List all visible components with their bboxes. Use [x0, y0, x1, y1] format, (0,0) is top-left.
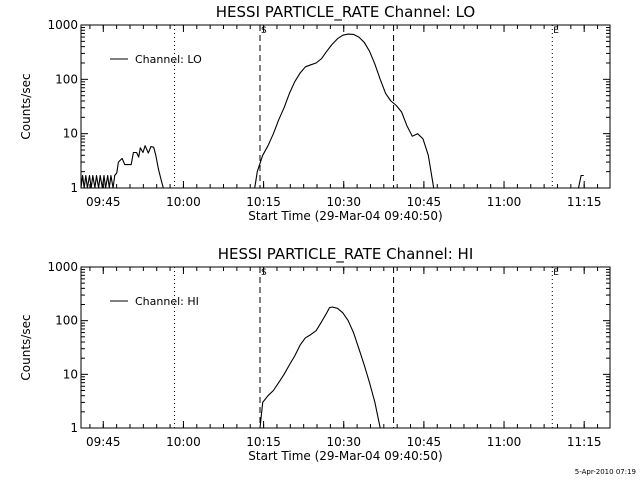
legend-entry: Channel: LO	[135, 53, 202, 66]
y-tick-label: 100	[55, 72, 78, 86]
marker-label: E	[553, 26, 559, 36]
x-tick-label: 10:45	[407, 195, 442, 209]
chart-title: HESSI PARTICLE_RATE Channel: LO	[216, 3, 475, 22]
plot-frame	[80, 24, 611, 189]
x-tick-label: 10:15	[246, 195, 281, 209]
x-tick-label: 11:00	[487, 195, 522, 209]
y-tick-label: 1000	[47, 260, 78, 274]
y-tick-label: 1000	[47, 18, 78, 32]
marker-label: S	[261, 268, 267, 278]
marker-label: E	[553, 268, 559, 278]
x-tick-label: 11:15	[567, 435, 602, 449]
chart-panel-1: HESSI PARTICLE_RATE Channel: LO Counts/se…	[19, 3, 611, 223]
legend-entry: Channel: HI	[135, 295, 199, 308]
y-tick-label: 10	[63, 127, 78, 141]
marker-label: S	[261, 26, 267, 36]
series-line-segment	[254, 33, 435, 189]
x-tick-label: 10:00	[166, 435, 201, 449]
chart-title: HESSI PARTICLE_RATE Channel: HI	[218, 245, 474, 264]
chart-panel-2: HESSI PARTICLE_RATE Channel: HI Counts/se…	[19, 245, 611, 463]
plot-frame	[80, 266, 611, 429]
x-axis-label: Start Time (29-Mar-04 09:40:50)	[248, 449, 442, 463]
x-tick-label: 10:30	[326, 435, 361, 449]
y-tick-label: 1	[70, 181, 78, 195]
x-tick-label: 09:45	[86, 435, 121, 449]
footer-timestamp: 5-Apr-2010 07:19	[575, 468, 636, 476]
x-tick-label: 10:30	[326, 195, 361, 209]
y-axis-label: Counts/sec	[19, 73, 33, 139]
x-tick-label: 09:45	[86, 195, 121, 209]
x-tick-label: 10:00	[166, 195, 201, 209]
y-tick-label: 100	[55, 314, 78, 328]
series-line-segment	[577, 174, 584, 189]
y-tick-label: 10	[63, 367, 78, 381]
x-tick-label: 11:15	[567, 195, 602, 209]
x-tick-label: 11:00	[487, 435, 522, 449]
x-tick-label: 10:15	[246, 435, 281, 449]
series-line-segment	[259, 306, 381, 429]
y-axis-label: Counts/sec	[19, 314, 33, 380]
x-axis-label: Start Time (29-Mar-04 09:40:50)	[248, 209, 442, 223]
y-tick-label: 1	[70, 421, 78, 435]
series-line-segment	[80, 145, 164, 189]
x-tick-label: 10:45	[407, 435, 442, 449]
